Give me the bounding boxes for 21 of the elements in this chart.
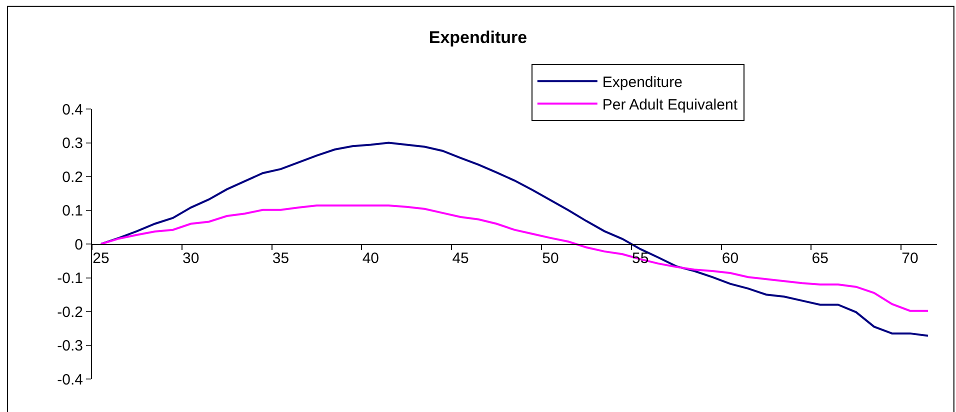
y-tick-label: 0.1: [62, 202, 83, 220]
x-tick-label: 60: [722, 250, 739, 267]
y-tick-label: 0.4: [62, 101, 83, 118]
y-tick-label: -0.4: [57, 371, 83, 388]
x-tick-label: 40: [362, 250, 380, 267]
y-tick-label: -0.3: [57, 338, 83, 354]
x-tick-label: 65: [812, 250, 828, 267]
x-tick-label: 45: [452, 250, 469, 267]
legend-label: Expenditure: [602, 74, 682, 92]
legend-label: Per Adult Equivalent: [602, 96, 738, 114]
x-tick-label: 30: [182, 250, 200, 267]
y-tick-label: 0.3: [62, 135, 83, 152]
x-tick-label: 50: [542, 250, 559, 267]
y-tick-label: 0.2: [62, 168, 83, 186]
chart-title: Expenditure: [428, 28, 528, 48]
x-tick-label: 25: [92, 250, 110, 267]
y-tick-label: -0.1: [57, 270, 83, 287]
x-tick-label: 35: [272, 250, 290, 267]
x-tick-label: 70: [902, 250, 918, 267]
y-tick-label: 0: [74, 236, 83, 254]
y-tick-label: -0.2: [57, 304, 83, 321]
